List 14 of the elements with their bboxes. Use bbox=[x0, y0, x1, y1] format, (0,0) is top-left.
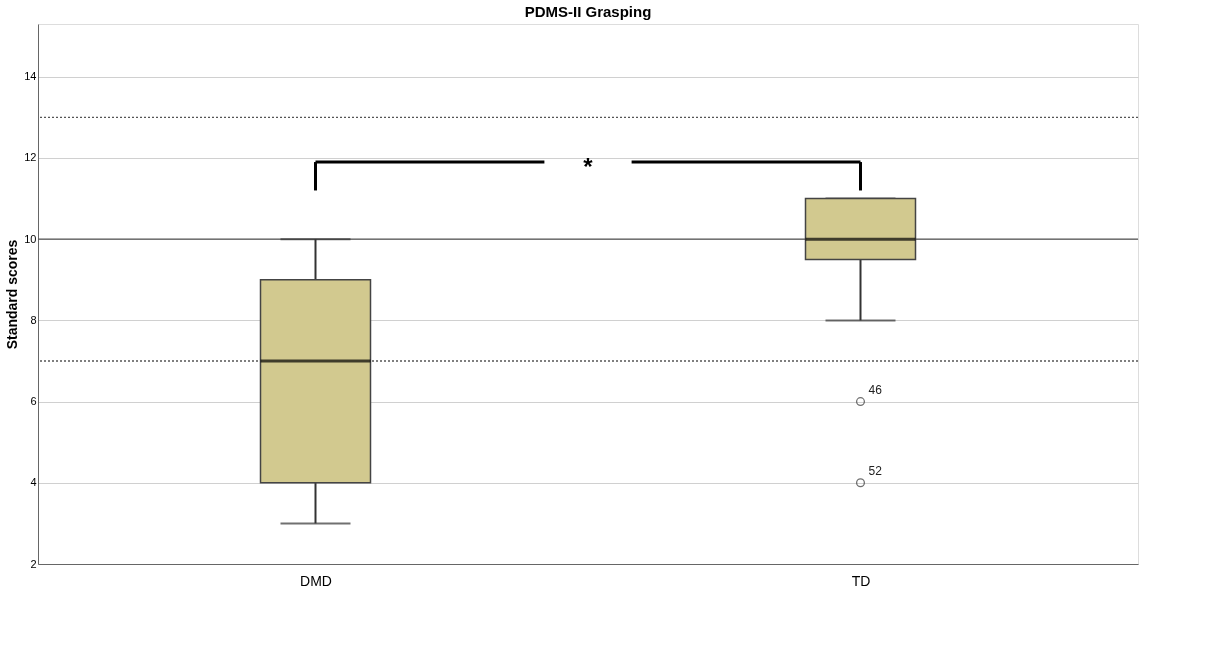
y-tick-label: 2 bbox=[30, 557, 37, 570]
x-tick-label: DMD bbox=[300, 572, 332, 589]
annotation: 52 bbox=[868, 463, 883, 478]
y-tick-label: 6 bbox=[30, 395, 37, 408]
y-axis-title: Standard scores bbox=[4, 239, 21, 350]
y-tick-label: 12 bbox=[24, 151, 37, 164]
chart-title: PDMS-II Grasping bbox=[524, 3, 652, 20]
y-tick-label: 10 bbox=[24, 232, 37, 245]
x-tick-label: TD bbox=[851, 572, 871, 589]
y-tick-label: 8 bbox=[30, 313, 37, 326]
y-tick-label: 14 bbox=[24, 70, 37, 83]
y-tick-label: 4 bbox=[30, 476, 37, 489]
annotation: 46 bbox=[868, 382, 883, 397]
annotation: * bbox=[583, 153, 594, 181]
